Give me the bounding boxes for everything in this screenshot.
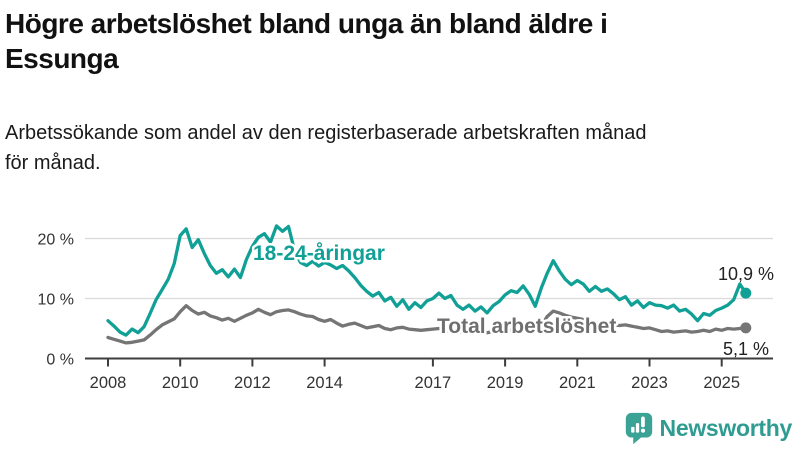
x-axis-tick-label-2025: 2025 bbox=[703, 374, 740, 392]
total-end-value-label: 5,1 % bbox=[723, 339, 769, 359]
chart-subtitle-line-2: för månad. bbox=[5, 152, 101, 174]
y-axis-label-10: 10 % bbox=[38, 292, 74, 309]
newsworthy-logo-text: Newsworthy bbox=[659, 415, 793, 441]
youth-end-value-label: 10,9 % bbox=[718, 264, 774, 284]
x-axis-tick-label-2023: 2023 bbox=[631, 374, 668, 392]
youth-series-end-dot bbox=[740, 287, 752, 299]
exclamation-dot bbox=[640, 428, 645, 433]
page-title-line-1: Högre arbetslöshet bland unga än bland ä… bbox=[5, 8, 608, 39]
y-axis-label-0: 0 % bbox=[46, 352, 74, 369]
page-title-line-2: Essunga bbox=[5, 43, 119, 74]
youth-series-line bbox=[106, 224, 748, 337]
chart-subtitle: Arbetssökande som andel av den registerb… bbox=[5, 118, 795, 178]
youth-series-label: 18-24-åringar bbox=[253, 242, 385, 265]
x-axis-tick-label-2017: 2017 bbox=[415, 374, 452, 392]
chart-subtitle-line-1: Arbetssökande som andel av den registerb… bbox=[5, 122, 647, 144]
x-axis-tick-label-2012: 2012 bbox=[234, 374, 271, 392]
newsworthy-icon bbox=[625, 412, 652, 445]
total-series-line bbox=[106, 304, 748, 345]
page-title: Högre arbetslöshet bland unga än bland ä… bbox=[5, 6, 795, 76]
bar-2 bbox=[635, 423, 639, 433]
total-series-label: Total arbetslöshet bbox=[437, 315, 616, 338]
x-axis-tick-label-2010: 2010 bbox=[162, 374, 199, 392]
x-axis-tick-label-2008: 2008 bbox=[90, 374, 127, 392]
x-axis-tick-label-2021: 2021 bbox=[559, 374, 596, 392]
x-axis-tick-label-2014: 2014 bbox=[306, 374, 343, 392]
newsworthy-logo: Newsworthy bbox=[625, 412, 792, 445]
bar-1 bbox=[630, 426, 634, 433]
total-series-end-dot bbox=[740, 322, 752, 334]
exclamation-stroke bbox=[640, 416, 645, 428]
x-axis-tick-label-2019: 2019 bbox=[487, 374, 524, 392]
y-axis-label-20: 20 % bbox=[38, 232, 74, 249]
